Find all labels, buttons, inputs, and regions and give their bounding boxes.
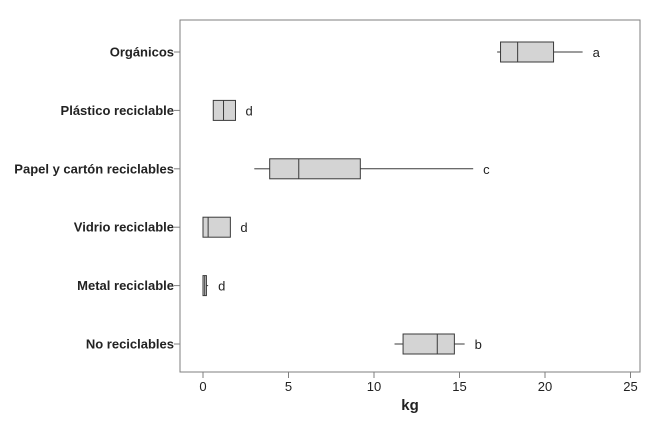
group-letter-label: c [483, 162, 490, 177]
group-letter-label: d [240, 220, 247, 235]
group-letter-label: b [475, 337, 482, 352]
plot-frame [179, 19, 641, 373]
iqr-box [500, 41, 555, 63]
category-label: Metal reciclable [77, 278, 174, 293]
x-tick-label: 15 [452, 379, 466, 394]
category-label: Orgánicos [110, 45, 174, 60]
chart-marks: 0 5 10 15 20 25 Orgánicos a Plástico reciclable d… [14, 41, 638, 394]
group-letter-label: d [218, 279, 225, 294]
x-tick-label: 20 [538, 379, 552, 394]
iqr-box [212, 99, 236, 121]
x-tick-label: 0 [199, 379, 206, 394]
group-letter-label: d [245, 103, 252, 118]
category-label: No reciclables [86, 337, 174, 352]
x-tick-label: 5 [285, 379, 292, 394]
iqr-box [402, 333, 455, 355]
iqr-box [202, 216, 231, 238]
x-axis-title: kg [401, 397, 419, 414]
category-label: Papel y cartón reciclables [14, 161, 174, 176]
category-label: Vidrio reciclable [74, 220, 174, 235]
x-tick-label: 25 [623, 379, 637, 394]
x-tick-label: 10 [367, 379, 381, 394]
iqr-box [269, 158, 361, 180]
group-letter-label: a [593, 45, 601, 60]
category-label: Plástico reciclable [61, 103, 174, 118]
